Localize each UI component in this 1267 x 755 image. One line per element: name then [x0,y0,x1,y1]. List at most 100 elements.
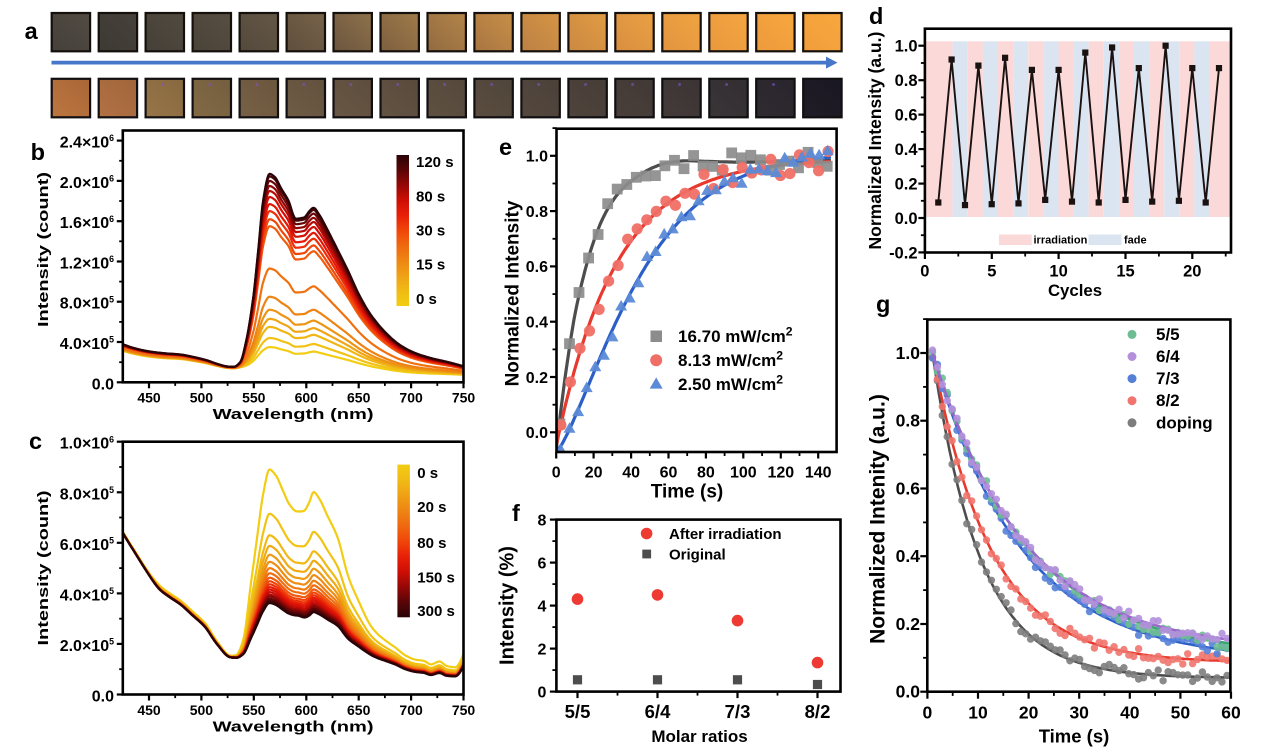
svg-text:b: b [31,139,45,165]
svg-text:g: g [876,291,890,317]
svg-text:0.8: 0.8 [895,72,918,90]
svg-text:1.0×106: 1.0×106 [60,434,114,452]
svg-text:7/3: 7/3 [1156,369,1180,388]
svg-text:300 s: 300 s [417,603,455,620]
svg-text:5/5: 5/5 [1156,325,1180,344]
svg-text:50: 50 [1171,703,1191,723]
svg-text:8/2: 8/2 [805,701,831,722]
svg-text:550: 550 [242,390,266,406]
svg-text:0.0: 0.0 [895,210,918,228]
svg-text:0.2: 0.2 [896,614,921,634]
svg-text:0: 0 [923,703,933,723]
svg-text:500: 500 [190,702,214,718]
svg-text:8.0×105: 8.0×105 [60,485,114,503]
svg-text:600: 600 [295,390,319,406]
svg-text:0.6: 0.6 [895,107,918,125]
svg-text:15: 15 [1116,263,1134,281]
svg-text:2: 2 [537,641,546,658]
svg-text:Time (s): Time (s) [1039,726,1110,747]
svg-text:30 s: 30 s [416,223,445,240]
svg-text:6/4: 6/4 [1156,347,1180,366]
svg-text:0 s: 0 s [416,291,437,308]
svg-text:Original: Original [669,547,726,564]
svg-text:1.0: 1.0 [895,38,918,56]
svg-text:0.8: 0.8 [896,411,921,431]
svg-text:Normalized Intensity (a.u.): Normalized Intensity (a.u.) [865,32,885,250]
svg-text:80: 80 [697,464,715,481]
svg-text:1.0: 1.0 [896,343,921,363]
svg-text:0.6: 0.6 [526,259,548,276]
svg-text:Molar ratios: Molar ratios [651,727,747,746]
svg-text:20 s: 20 s [417,499,446,516]
svg-text:Intensity (count): Intensity (count) [36,172,52,327]
svg-text:30: 30 [1069,703,1089,723]
svg-text:0.2: 0.2 [526,370,548,387]
svg-text:6: 6 [537,555,546,572]
svg-text:5: 5 [987,263,996,281]
svg-text:1.2×106: 1.2×106 [60,254,114,272]
svg-text:0.4: 0.4 [895,141,919,159]
svg-text:0.4: 0.4 [896,546,921,566]
svg-text:7/3: 7/3 [725,701,751,722]
svg-text:2.0×105: 2.0×105 [60,637,114,655]
svg-text:e: e [499,134,512,160]
svg-text:0.2: 0.2 [895,176,918,194]
svg-text:Intensity (%): Intensity (%) [497,546,519,665]
svg-text:40: 40 [622,464,640,481]
svg-text:a: a [25,18,39,44]
svg-text:2.0×106: 2.0×106 [60,174,114,192]
svg-text:fade: fade [1124,235,1147,247]
svg-text:4: 4 [537,598,546,615]
svg-text:140: 140 [805,464,832,481]
svg-text:2.4×106: 2.4×106 [60,133,114,151]
svg-text:40: 40 [1120,703,1140,723]
svg-text:irradiation: irradiation [1034,235,1088,247]
svg-text:100: 100 [730,464,757,481]
svg-text:60: 60 [660,464,678,481]
svg-text:600: 600 [295,702,319,718]
svg-text:Wavelength (nm): Wavelength (nm) [213,719,374,735]
svg-text:6.0×105: 6.0×105 [60,535,114,553]
svg-text:-0.2: -0.2 [889,244,917,262]
svg-text:0.8: 0.8 [526,204,548,221]
svg-text:16.70 mW/cm2: 16.70 mW/cm2 [678,325,793,347]
svg-text:8: 8 [537,512,546,529]
svg-text:20: 20 [1183,263,1201,281]
svg-text:1.0: 1.0 [526,149,548,166]
svg-text:10: 10 [1049,263,1067,281]
svg-text:80 s: 80 s [417,535,446,552]
svg-text:650: 650 [347,702,371,718]
svg-text:4.0×105: 4.0×105 [60,586,114,604]
svg-text:doping: doping [1156,413,1213,432]
svg-text:500: 500 [190,390,214,406]
svg-text:750: 750 [452,390,476,406]
svg-text:450: 450 [137,390,161,406]
svg-text:0.0: 0.0 [526,425,548,442]
svg-text:0.6: 0.6 [896,479,921,499]
svg-text:0: 0 [920,263,929,281]
svg-text:8/2: 8/2 [1156,391,1180,410]
svg-text:0: 0 [537,684,546,701]
svg-text:Time (s): Time (s) [651,482,724,503]
svg-text:5/5: 5/5 [565,701,591,722]
svg-text:0 s: 0 s [417,465,438,482]
svg-text:60: 60 [1221,703,1241,723]
svg-text:0.0: 0.0 [896,682,921,702]
svg-text:f: f [512,500,520,526]
svg-text:120 s: 120 s [416,154,454,171]
svg-text:10: 10 [968,703,988,723]
svg-text:550: 550 [242,702,266,718]
svg-text:20: 20 [1019,703,1039,723]
svg-text:d: d [869,3,883,29]
svg-text:After irradiation: After irradiation [669,526,782,543]
svg-text:1.6×106: 1.6×106 [60,214,114,232]
svg-text:80 s: 80 s [416,189,445,206]
svg-text:8.13 mW/cm2: 8.13 mW/cm2 [678,349,783,371]
svg-text:Cycles: Cycles [1048,281,1102,300]
svg-text:8.0×105: 8.0×105 [60,294,114,312]
svg-text:Normalized Intenity (a.u.): Normalized Intenity (a.u.) [867,394,890,644]
svg-text:0: 0 [552,464,561,481]
svg-text:150 s: 150 s [417,569,455,586]
svg-text:0.4: 0.4 [526,315,548,332]
svg-text:c: c [29,428,42,454]
